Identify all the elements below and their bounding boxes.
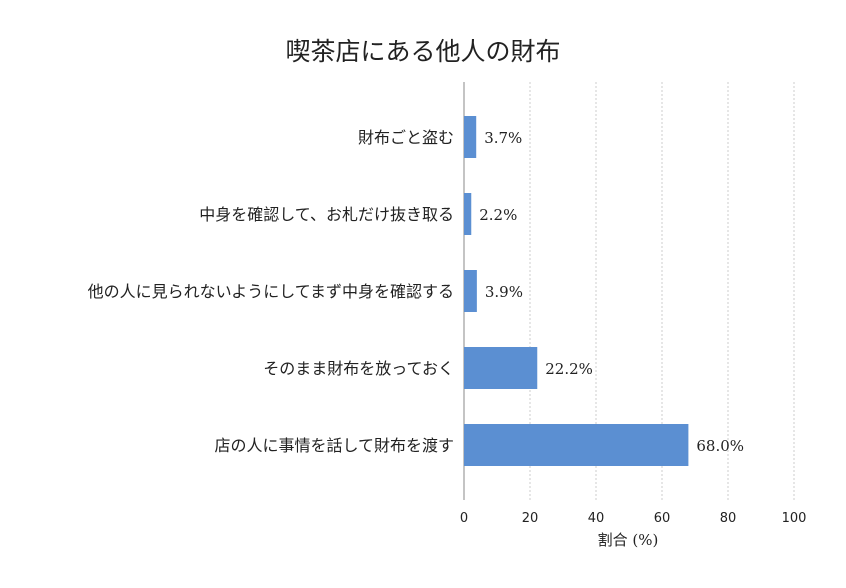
data-label: 3.9% [485, 283, 523, 301]
x-tick-label: 0 [460, 511, 468, 526]
bar [464, 424, 689, 466]
bar [464, 270, 477, 312]
chart-title: 喫茶店にある他人の財布 [285, 37, 560, 66]
category-label: 他の人に見られないようにしてまず中身を確認する [88, 282, 454, 301]
x-tick-label: 80 [720, 511, 737, 526]
data-label: 3.7% [484, 129, 522, 147]
category-label: 店の人に事情を話して財布を渡す [214, 436, 454, 455]
bar [464, 347, 538, 389]
category-label: 中身を確認して、お札だけ抜き取る [199, 205, 454, 224]
bar [464, 116, 477, 158]
x-axis-label: 割合 (%) [598, 531, 659, 549]
bars [464, 116, 689, 466]
x-tick-labels: 0 20 40 60 80 100 [460, 511, 807, 526]
data-label: 2.2% [479, 206, 517, 224]
category-labels: 財布ごと盗む中身を確認して、お札だけ抜き取る他の人に見られないようにしてまず中身… [88, 128, 454, 455]
data-label: 68.0% [696, 437, 744, 455]
category-label: そのまま財布を放っておく [263, 359, 454, 378]
data-label: 22.2% [545, 360, 593, 378]
x-tick-label: 40 [588, 511, 605, 526]
x-tick-label: 60 [654, 511, 671, 526]
category-label: 財布ごと盗む [358, 128, 454, 147]
value-labels: 3.7% 2.2% 3.9% 22.2% 68.0% [479, 129, 744, 455]
x-tick-label: 20 [522, 511, 539, 526]
bar [464, 193, 472, 235]
x-tick-label: 100 [782, 511, 807, 526]
